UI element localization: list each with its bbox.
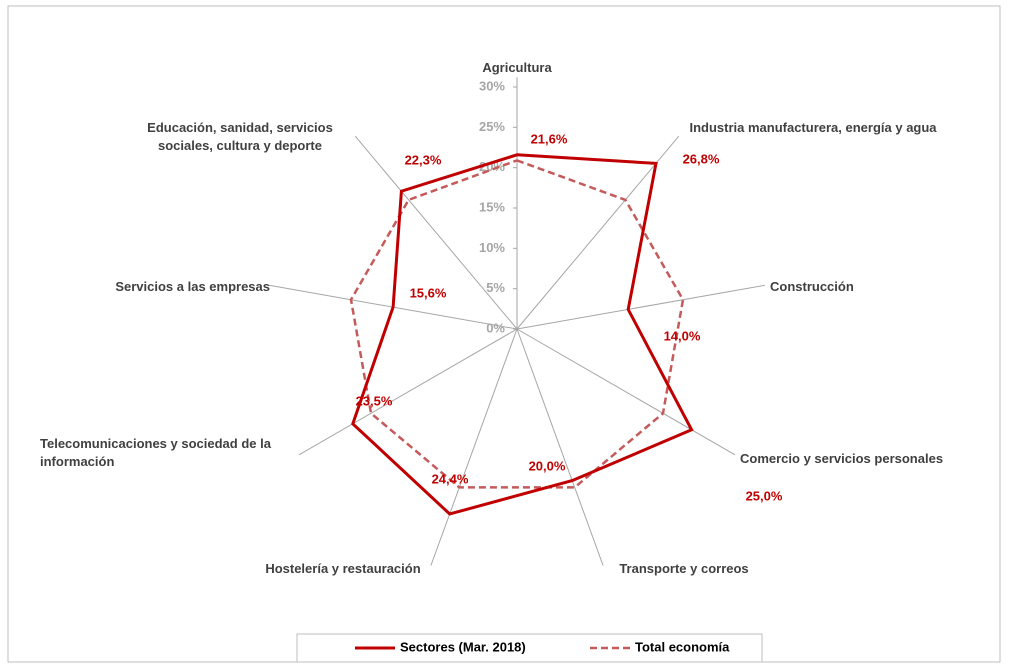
value-label: 23,5% bbox=[356, 393, 393, 408]
category-label: Construcción bbox=[770, 279, 854, 294]
value-label: 22,3% bbox=[405, 152, 442, 167]
axis-spoke bbox=[298, 328, 518, 456]
tick-label: 15% bbox=[479, 199, 505, 214]
category-label: Agricultura bbox=[482, 60, 552, 75]
series-line bbox=[349, 159, 685, 489]
category-label: Servicios a las empresas bbox=[115, 279, 270, 294]
category-label: Educación, sanidad, servicios sociales, … bbox=[147, 120, 333, 153]
category-label: Hostelería y restauración bbox=[265, 561, 421, 576]
tick-label: 10% bbox=[479, 240, 505, 255]
category-label: Comercio y servicios personales bbox=[740, 451, 944, 466]
category-label: Telecomunicaciones y sociedad de la info… bbox=[40, 436, 271, 469]
tick-label: 5% bbox=[486, 280, 505, 295]
category-label: Transporte y correos bbox=[619, 561, 749, 576]
value-label: 24,4% bbox=[432, 471, 469, 486]
axis-spoke bbox=[516, 284, 765, 330]
axis-spoke bbox=[516, 328, 736, 456]
axis-spoke bbox=[516, 135, 680, 330]
series-line bbox=[351, 153, 694, 516]
value-label: 14,0% bbox=[664, 328, 701, 343]
value-label: 15,6% bbox=[410, 285, 447, 300]
axis-spoke bbox=[354, 135, 518, 330]
tick-label: 25% bbox=[479, 119, 505, 134]
legend-label: Sectores (Mar. 2018) bbox=[400, 639, 526, 654]
axis-spoke bbox=[430, 328, 518, 566]
tick-label: 20% bbox=[479, 159, 505, 174]
value-label: 25,0% bbox=[746, 488, 783, 503]
axis-spoke bbox=[516, 328, 604, 566]
chart-frame bbox=[7, 5, 1001, 663]
category-label: Industria manufacturera, energía y agua bbox=[689, 120, 937, 135]
legend-label: Total economía bbox=[635, 639, 730, 654]
value-label: 26,8% bbox=[683, 151, 720, 166]
value-label: 21,6% bbox=[531, 131, 568, 146]
tick-label: 30% bbox=[479, 78, 505, 93]
value-label: 20,0% bbox=[529, 458, 566, 473]
tick-label: 0% bbox=[486, 320, 505, 335]
